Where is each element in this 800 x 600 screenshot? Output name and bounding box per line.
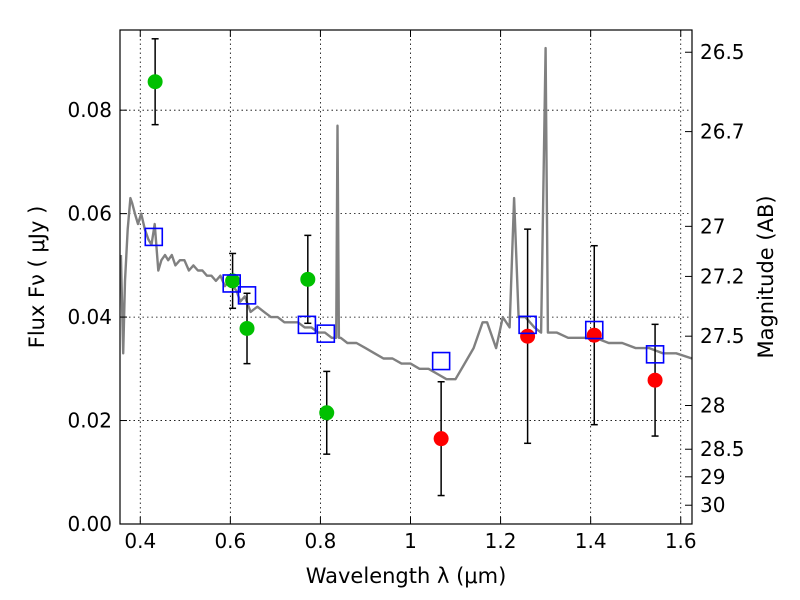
- mag-tick-label: 26.7: [700, 120, 745, 144]
- detection-point: [147, 74, 163, 90]
- y-tick-label: 0.02: [67, 409, 112, 433]
- mag-tick-label: 30: [700, 493, 725, 517]
- detection-point: [225, 273, 241, 289]
- upper-limit-point: [647, 372, 663, 388]
- x-axis-title: Wavelength λ (μm): [306, 564, 507, 588]
- x-tick-label: 1.2: [485, 529, 517, 553]
- detection-point: [319, 405, 335, 421]
- detection-point: [300, 271, 316, 287]
- y-tick-label: 0.00: [67, 512, 112, 536]
- y-tick-label: 0.06: [67, 202, 112, 226]
- mag-tick-label: 29: [700, 465, 725, 489]
- model-spectrum-line: [119, 46, 693, 381]
- model-photometry-square: [645, 345, 665, 364]
- mag-tick-label: 26.5: [700, 40, 745, 64]
- model-photometry-square: [297, 315, 317, 335]
- x-tick-label: 1.4: [575, 529, 607, 553]
- upper-limit-point: [586, 327, 602, 343]
- model-photometry-square: [237, 286, 257, 305]
- mag-tick-label: 28.5: [700, 437, 745, 461]
- upper-limit-point: [520, 328, 536, 344]
- mag-tick-label: 27.5: [700, 324, 745, 348]
- x-tick-label: 1.6: [665, 529, 697, 553]
- y2-axis-title: Magnitude (AB): [754, 195, 778, 358]
- x-tick-label: 0.8: [305, 529, 337, 553]
- axis-ticks: 0.4 0.6 0.8 1 1.2 1.4 1.6 0.00 0.02 0.04 0.06 0.08 2…: [67, 30, 745, 553]
- data-markers: [144, 74, 665, 447]
- plot-background: [120, 30, 692, 524]
- model-spectrum: [119, 46, 693, 381]
- mag-tick-label: 28: [700, 393, 725, 417]
- x-tick-label: 0.4: [124, 529, 156, 553]
- plot-frame: [119, 29, 693, 525]
- x-tick-label: 1: [404, 529, 417, 553]
- model-photometry-square: [316, 324, 336, 343]
- model-photometry-square: [431, 351, 451, 371]
- detection-point: [239, 320, 255, 336]
- x-tick-label: 0.6: [214, 529, 246, 553]
- y-tick-label: 0.04: [67, 305, 112, 329]
- model-photometry-square: [222, 274, 241, 293]
- model-photometry-square: [584, 320, 604, 340]
- mag-tick-label: 27: [700, 214, 725, 238]
- model-photometry-square: [518, 315, 537, 335]
- y-tick-label: 0.08: [67, 98, 112, 122]
- y-axis-title: Flux Fν ( μJy ): [25, 206, 49, 349]
- model-photometry-square: [144, 227, 164, 247]
- upper-limit-point: [433, 431, 449, 447]
- mag-tick-label: 27.2: [700, 264, 745, 288]
